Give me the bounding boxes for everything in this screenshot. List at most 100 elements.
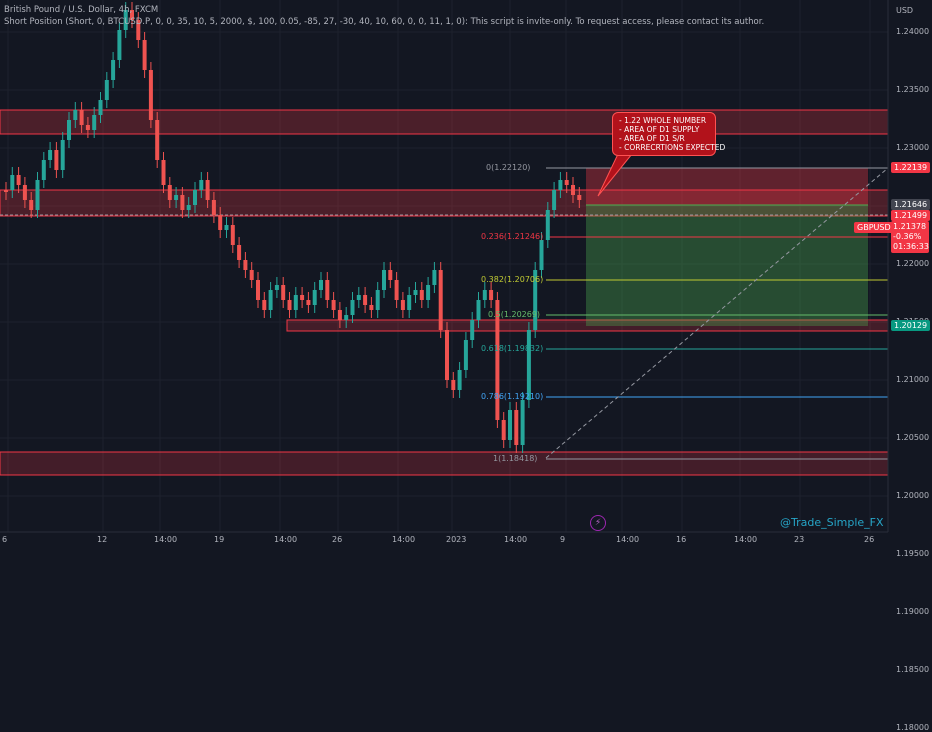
stop-price-tag: 1.22139 (891, 162, 931, 173)
price-tick-label: 1.20000 (896, 491, 930, 500)
candle-body (262, 300, 267, 310)
candle-body (363, 295, 368, 305)
candle-body (218, 215, 223, 230)
candle-body (180, 195, 185, 210)
candle-body (526, 330, 531, 400)
price-tick-label: 1.18000 (896, 723, 930, 732)
time-tick-label: 14:00 (504, 535, 528, 544)
time-tick-label: 9 (560, 535, 566, 544)
candle-body (482, 290, 487, 300)
candle-body (111, 60, 116, 80)
fib-level-label: 0.5(1.20269) (488, 310, 541, 319)
time-tick-label: 14:00 (154, 535, 178, 544)
candle-body (356, 295, 361, 300)
candle-body (199, 180, 204, 190)
candle-body (237, 245, 242, 260)
candle-body (4, 190, 8, 192)
fib-level-label: 0.618(1.19832) (481, 344, 544, 353)
candle-body (193, 190, 197, 205)
candle-body (558, 180, 563, 190)
candle-body (552, 190, 557, 210)
price-tick-label: 1.21000 (896, 375, 930, 384)
candle-body (67, 120, 71, 140)
candle-body (155, 120, 160, 160)
time-tick-label: 19 (214, 535, 225, 544)
callout-line: - AREA OF D1 S/R (619, 134, 685, 143)
analysis-callout[interactable]: - 1.22 WHOLE NUMBER - AREA OF D1 SUPPLY … (612, 112, 725, 156)
fib-level-label: 0.382(1.20706) (481, 275, 544, 284)
candle-body (350, 300, 355, 315)
candle-body (117, 30, 122, 60)
fib-level-label: 0.236(1.21246) (481, 232, 544, 241)
candle-body (432, 270, 437, 285)
candle-body (533, 270, 538, 330)
time-tick-label: 26 (332, 535, 343, 544)
candle-body (142, 40, 147, 70)
candle-body (281, 285, 286, 300)
candle-body (564, 180, 569, 185)
fib-trend-line[interactable] (545, 167, 889, 459)
price-tick-label: 1.22000 (896, 259, 930, 268)
currency-label: USD (896, 6, 914, 15)
lightning-icon[interactable]: ⚡ (590, 515, 606, 531)
candle-body (35, 180, 40, 210)
time-tick-label: 2023 (446, 535, 467, 544)
price-tick-label: 1.20500 (896, 433, 930, 442)
candle-body (224, 225, 229, 230)
price-chart[interactable] (0, 0, 932, 550)
time-tick-label: 16 (676, 535, 687, 544)
candle-body (325, 280, 330, 300)
candle-body (501, 420, 506, 440)
candle-body (16, 175, 21, 185)
stop-loss-area[interactable] (586, 168, 868, 205)
candle-body (205, 180, 210, 200)
candle-body (300, 295, 305, 300)
candle-body (22, 185, 27, 200)
candle-body (174, 195, 179, 200)
candle-body (186, 205, 191, 210)
candle-body (148, 70, 153, 120)
candle-body (60, 140, 65, 170)
candle-body (161, 160, 166, 185)
fib-level-label: 1(1.18418) (493, 454, 538, 463)
callout-line: - AREA OF D1 SUPPLY (619, 125, 700, 134)
price-change: -0.36% (893, 232, 922, 241)
candle-body (400, 300, 405, 310)
candle-body (331, 300, 336, 310)
fib-level-label: 0.786(1.19210) (481, 392, 544, 401)
target-price-tag: 1.20129 (891, 320, 931, 331)
time-tick-label: 12 (97, 535, 108, 544)
candle-body (413, 290, 418, 295)
price-tick-label: 1.19500 (896, 549, 930, 558)
supply-zone-middle (0, 189, 889, 217)
time-tick-label: 26 (864, 535, 875, 544)
last-price-box: 1.21378 -0.36% 01:36:33 (891, 221, 929, 253)
candle-body (445, 330, 449, 380)
fib-retracement[interactable] (546, 167, 888, 460)
candle-body (123, 10, 128, 30)
candle-body (85, 125, 90, 130)
candle-body (312, 290, 317, 305)
candle-body (344, 315, 349, 320)
price-tick-label: 1.24000 (896, 27, 930, 36)
candle-body (577, 195, 582, 200)
candle-body (545, 210, 550, 240)
candle-body (306, 300, 311, 305)
candle-body (48, 150, 53, 160)
candle-body (426, 285, 431, 300)
candle-body (256, 280, 260, 300)
candle-body (438, 270, 443, 330)
candle-body (287, 300, 292, 310)
indicator-legend[interactable]: Short Position (Short, 0, BTCUSD.P, 0, 0… (4, 17, 765, 27)
candle-body (382, 270, 386, 290)
candle-body (29, 200, 34, 210)
candle-body (249, 270, 254, 280)
candle-body (495, 300, 500, 420)
supply-zone-top (0, 109, 889, 135)
candle-body (10, 175, 15, 190)
price-tick-label: 1.23500 (896, 85, 930, 94)
take-profit-area[interactable] (586, 205, 868, 326)
candle-body (470, 320, 475, 340)
candle-body (274, 285, 279, 290)
price-tick-label: 1.18500 (896, 665, 930, 674)
